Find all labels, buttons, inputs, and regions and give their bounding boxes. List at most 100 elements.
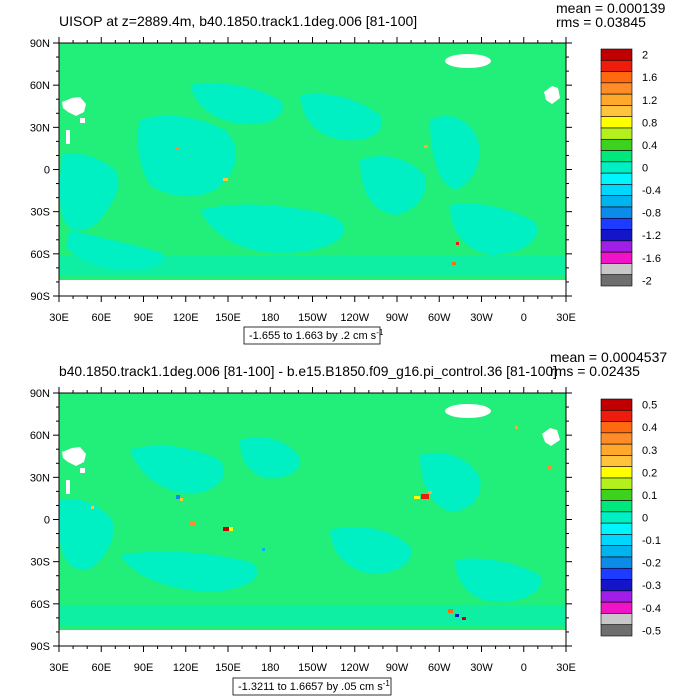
panel-2-xtick-label: 30E [556, 662, 576, 674]
panel-2-colorbar: 0.5 0.4 0.3 0.2 0.1 0 -0.1 -0.2 -0.3 -0.4 -0.5 [600, 398, 661, 637]
panel-1-colorbar-label: -1.6 [642, 253, 661, 265]
panel-1-xtick-label: 60W [428, 312, 451, 324]
panel-1-patch-southern [59, 256, 566, 276]
panel-2-colorbar-box [600, 613, 633, 626]
panel-2-colorbar-box [600, 421, 633, 434]
panel-2-mean: mean = 0.0004537 [550, 349, 667, 365]
panel-2-greenland-mask [445, 404, 491, 418]
panel-2-hotspot-3 [190, 522, 195, 525]
panel-1-hotspot-3 [424, 145, 428, 148]
panel-1-mean: mean = 0.000139 [556, 0, 666, 16]
panel-2-hotspot-13 [262, 548, 265, 551]
panel-2-ytick-label: 60S [30, 599, 50, 611]
panel-2-hotspot-15 [515, 426, 518, 429]
panel-1-colorbar-label: -1.2 [642, 230, 661, 242]
panel-1-hotspots [176, 145, 459, 265]
panel-2-xtick-label: 60W [428, 662, 451, 674]
panel-1-colorbar-box [600, 229, 633, 242]
panel-2-xtick-label: 0 [521, 662, 527, 674]
panel-2-hotspot-6 [421, 494, 429, 499]
panel-2-colorbar-label: -0.1 [642, 535, 661, 547]
panel-1-colorbar-box [600, 206, 633, 219]
panel-1-hotspot-2 [176, 147, 179, 150]
panel-1-xtick-label: 120E [173, 312, 199, 324]
panel-2-hotspot-9 [448, 609, 453, 613]
panel-2-xtick-label: 30E [49, 662, 69, 674]
panel-1-colorbar-box [600, 251, 633, 264]
panel-1: UISOP at z=2889.4m, b40.1850.track1.1deg… [30, 0, 666, 345]
panel-2-colorbar-box [600, 567, 633, 580]
panel-1-colorbar-box [600, 116, 633, 129]
panel-2-colorbar-label: -0.4 [642, 603, 661, 615]
panel-2-colorbar-label: -0.2 [642, 558, 661, 570]
panel-1-colorbar-box [600, 71, 633, 84]
panel-2-ytick-label: 0 [44, 515, 50, 527]
panel-1-xtick-label: 90E [134, 312, 154, 324]
panel-2-colorbar-box [600, 488, 633, 501]
panel-2-xtick-label: 30W [470, 662, 493, 674]
panel-1-gulf-mask [80, 118, 85, 123]
panel-1-antarctic-mask [59, 280, 566, 296]
panel-2-colorbar-box [600, 500, 633, 513]
panel-1-colorbar-box [600, 93, 633, 106]
panel-2-colorbar-label: -0.5 [642, 625, 661, 637]
panel-1-colorbar-box [600, 59, 633, 72]
panel-1-ytick-label: 30S [30, 207, 50, 219]
panel-2-colorbar-box [600, 409, 633, 422]
panel-2-range-box [232, 677, 392, 696]
panel-1-xtick-label: 60E [91, 312, 111, 324]
panel-1-patch-n-pacific [300, 93, 382, 141]
panel-1-colorbar-box [600, 82, 633, 95]
panel-1-colorbar-box [600, 161, 633, 174]
panel-2-neg-patches [59, 437, 566, 626]
panel-2-ytick-label: 60N [30, 430, 50, 442]
panel-2-xtick-label: 120E [173, 662, 199, 674]
panel-2-redsea-mask [66, 480, 70, 494]
panel-2-gulf-mask [80, 468, 85, 473]
panel-2-colorbar-box [600, 398, 633, 411]
panel-1-patch-atlantic [430, 116, 480, 190]
panel-2-colorbar-box [600, 466, 633, 479]
panel-2-land-masks [62, 404, 560, 494]
panel-1-greenland-mask [445, 54, 491, 68]
panel-2-patch-sw-pacific [120, 551, 258, 592]
panel-1-xtick-label: 0 [521, 312, 527, 324]
panel-2-colorbar-box [600, 432, 633, 445]
panel-2-colorbar-label: -0.3 [642, 580, 661, 592]
panel-2-xtick-label: 90E [134, 662, 154, 674]
panel-1-xtick-label: 120W [340, 312, 369, 324]
panel-1-colorbar-box [600, 127, 633, 140]
panel-1-xtick-label: 180 [261, 312, 279, 324]
panel-2-antarctic-mask [59, 630, 566, 646]
panel-1-colorbar-label: -0.8 [642, 208, 661, 220]
panel-1-ytick-label: 30N [30, 122, 50, 134]
panel-1-redsea-mask [66, 130, 70, 144]
panel-2-rms: rms = 0.02435 [550, 363, 640, 379]
panel-1-colorbar-label: 2 [642, 50, 648, 62]
panel-1-caspian-mask [62, 97, 86, 116]
panel-1-patch-s-atlantic [450, 203, 538, 255]
panel-2-colorbar-box [600, 579, 633, 592]
panel-2-xtick-label: 150W [298, 662, 327, 674]
panel-2-hotspots [91, 426, 551, 620]
panel-1-ytick-label: 90N [30, 38, 50, 50]
panel-2-caspian-mask [62, 447, 86, 466]
panel-1-colorbar-box [600, 138, 633, 151]
panel-1-range-box [243, 326, 381, 345]
panel-1-colorbar-label: -0.4 [642, 185, 661, 197]
panel-2-hotspot-14 [548, 466, 551, 469]
panel-1-xtick-label: 90W [386, 312, 409, 324]
panel-2-ytick-label: 30N [30, 472, 50, 484]
panel-1-axes: 90N 60N 30N 0 30S 60S 90S 30E 60E 90E 120E 150E 180 1… [30, 37, 576, 324]
panel-1-colorbar-box [600, 48, 633, 61]
panel-2-colorbar-box [600, 545, 633, 558]
panel-2-xtick-label: 150E [215, 662, 241, 674]
panel-1-colorbar-label: 0.4 [642, 140, 657, 152]
panel-2-colorbar-box [600, 601, 633, 614]
panel-1-colorbar-box [600, 274, 633, 287]
panel-1-range-sup: -1 [376, 328, 384, 337]
panel-2-xtick-label: 90W [386, 662, 409, 674]
panel-2-axes: 90N 60N 30N 0 30S 60S 90S 30E 60E 90E 120E 150E 180 1… [30, 387, 576, 674]
panel-1-colorbar: 2 1.6 1.2 0.8 0.4 0 -0.4 -0.8 -1.2 -1.6 -2 [600, 48, 661, 287]
panel-2-colorbar-label: 0.4 [642, 422, 657, 434]
